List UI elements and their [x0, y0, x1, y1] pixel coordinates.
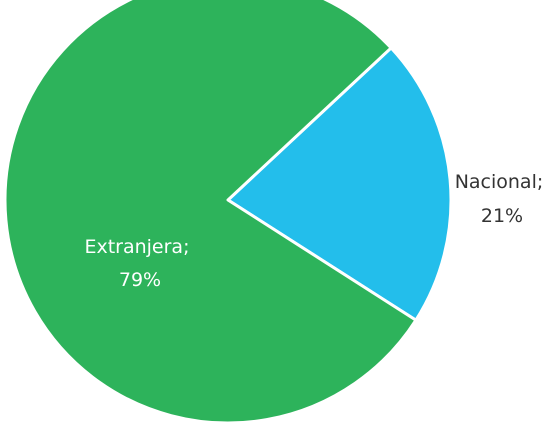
slice-label-extranjera-value: 79%: [119, 269, 161, 291]
pie-slice-extranjera: [3, 0, 418, 425]
slice-label-nacional-name: Nacional: [455, 171, 537, 193]
pie-slices: [3, 0, 453, 425]
slice-label-nacional: Nacional; 21%: [455, 171, 550, 227]
slice-label-extranjera: Extranjera; 79%: [84, 236, 195, 291]
pie-slice-nacional: [226, 46, 453, 322]
pie-labels: Extranjera; 79% Nacional; 21%: [84, 171, 550, 291]
slice-label-extranjera-name: Extranjera: [84, 236, 183, 258]
slice-label-nacional-value: 21%: [481, 205, 523, 227]
